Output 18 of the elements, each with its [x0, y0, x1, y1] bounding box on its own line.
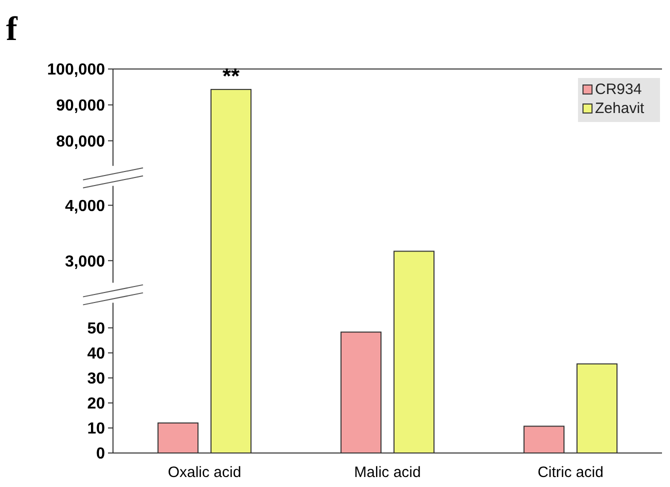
y-tick-label: 90,000	[56, 97, 106, 114]
y-tick-label: 30	[87, 370, 106, 388]
annotation: **	[222, 63, 240, 88]
x-tick-label: Malic acid	[354, 464, 421, 481]
legend-label: Zehavit	[595, 100, 646, 117]
y-tick-label: 40	[87, 345, 106, 362]
x-tick-label: Citric acid	[538, 464, 604, 481]
y-tick-label: 3,000	[64, 253, 106, 270]
y-tick-label: 20	[87, 396, 106, 413]
y-tick-label: 4,000	[64, 198, 106, 215]
chart-title: f	[6, 11, 18, 48]
y-tick-label: 50	[87, 320, 106, 338]
y-tick-label: 0	[96, 446, 106, 463]
y-tick-label: 100,000	[47, 62, 106, 79]
legend-label: CR934	[595, 81, 642, 98]
y-tick-label: 10	[87, 420, 106, 438]
y-tick-label: 80,000	[56, 133, 106, 150]
x-tick-label: Oxalic acid	[168, 464, 242, 481]
